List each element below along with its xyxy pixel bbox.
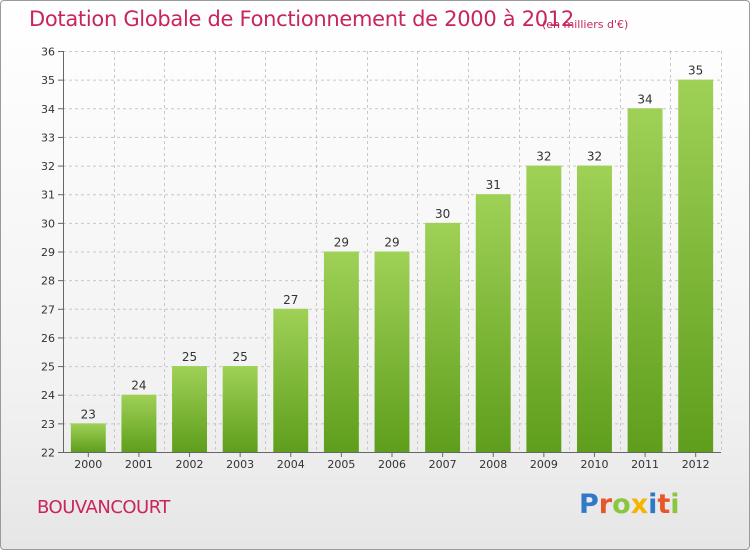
bar-value-label: 32: [536, 150, 551, 164]
chart-title: Dotation Globale de Fonctionnement de 20…: [29, 7, 574, 31]
bar-2012: [678, 79, 714, 453]
bars: [70, 79, 714, 453]
y-tick-label: 22: [41, 447, 55, 460]
x-tick-label: 2002: [176, 458, 204, 471]
y-tick-label: 27: [41, 303, 55, 316]
bar-2010: [576, 165, 612, 453]
commune-name: BOUVANCOURT: [37, 497, 170, 518]
bar-2007: [425, 222, 461, 452]
bar-2001: [121, 394, 157, 452]
y-tick-label: 24: [41, 389, 55, 402]
bar-value-label: 25: [233, 350, 248, 364]
y-tick-label: 30: [41, 217, 55, 230]
y-tick-label: 28: [41, 275, 55, 288]
axes: 22 23 24 25 26 27 28 29 30 31 32 33 34 35 36 2000 2001 20…: [41, 46, 721, 471]
bar-value-label: 27: [283, 293, 298, 307]
y-tick-label: 25: [41, 361, 55, 374]
bar-value-label: 29: [384, 236, 399, 250]
x-tick-label: 2003: [226, 458, 254, 471]
bar-2011: [627, 108, 663, 453]
y-tick-label: 23: [41, 418, 55, 431]
y-tick-label: 26: [41, 332, 55, 345]
bar-value-label: 31: [486, 178, 501, 192]
y-tick-label: 36: [41, 46, 55, 59]
bar-2006: [374, 251, 410, 452]
bar-2003: [222, 366, 258, 452]
bar-value-label: 24: [131, 379, 146, 393]
x-tick-label: 2012: [682, 458, 710, 471]
bar-2008: [475, 194, 511, 452]
proxiti-logo[interactable]: Proxiti: [579, 489, 680, 520]
x-tick-label: 2009: [530, 458, 558, 471]
y-tick-label: 34: [41, 103, 55, 116]
x-tick-label: 2008: [479, 458, 507, 471]
bar-value-label: 32: [587, 150, 602, 164]
bar-2005: [323, 251, 359, 452]
y-tick-label: 33: [41, 131, 55, 144]
bar-value-label: 35: [688, 64, 703, 78]
bar-2002: [172, 366, 208, 452]
y-tick-label: 32: [41, 160, 55, 173]
y-tick-label: 29: [41, 246, 55, 259]
x-tick-label: 2011: [631, 458, 659, 471]
x-tick-label: 2004: [277, 458, 305, 471]
x-tick-label: 2000: [74, 458, 102, 471]
x-tick-label: 2007: [429, 458, 457, 471]
bar-value-label: 34: [637, 92, 652, 106]
x-tick-label: 2010: [580, 458, 608, 471]
x-tick-label: 2006: [378, 458, 406, 471]
logo-letter: P: [579, 489, 599, 520]
chart-subtitle: (en milliers d'€): [542, 18, 629, 31]
logo-letter: x: [630, 489, 649, 520]
x-tick-label: 2001: [125, 458, 153, 471]
logo-letter: t: [657, 489, 671, 520]
x-tick-label: 2005: [327, 458, 355, 471]
logo-letter: i: [670, 489, 680, 520]
bar-2004: [273, 308, 309, 452]
data-labels: 23 24 25 25 27 29 29 30 31 32 32 34 35: [81, 64, 704, 422]
logo-letter: o: [612, 489, 631, 520]
bar-value-label: 23: [81, 407, 96, 421]
y-tick-label: 35: [41, 74, 55, 87]
logo-letter: i: [648, 489, 658, 520]
bar-value-label: 30: [435, 207, 450, 221]
y-tick-label: 31: [41, 189, 55, 202]
bar-value-label: 29: [334, 236, 349, 250]
bar-value-label: 25: [182, 350, 197, 364]
bar-2009: [526, 165, 562, 453]
bar-2000: [70, 423, 106, 452]
logo-letter: r: [598, 489, 613, 520]
